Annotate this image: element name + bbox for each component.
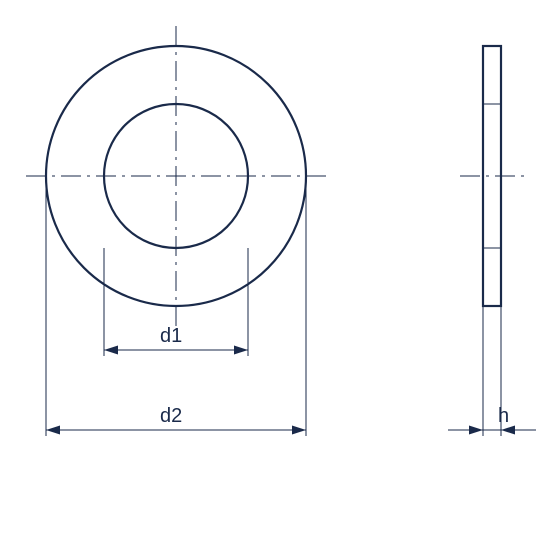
side-view xyxy=(460,46,524,306)
d2-label: d2 xyxy=(160,405,182,427)
front-view xyxy=(26,26,326,326)
washer-drawing: d1 d2 h xyxy=(0,0,540,540)
d1-label: d1 xyxy=(160,325,182,347)
h-label: h xyxy=(498,405,509,427)
dimension-h: h xyxy=(448,306,536,436)
